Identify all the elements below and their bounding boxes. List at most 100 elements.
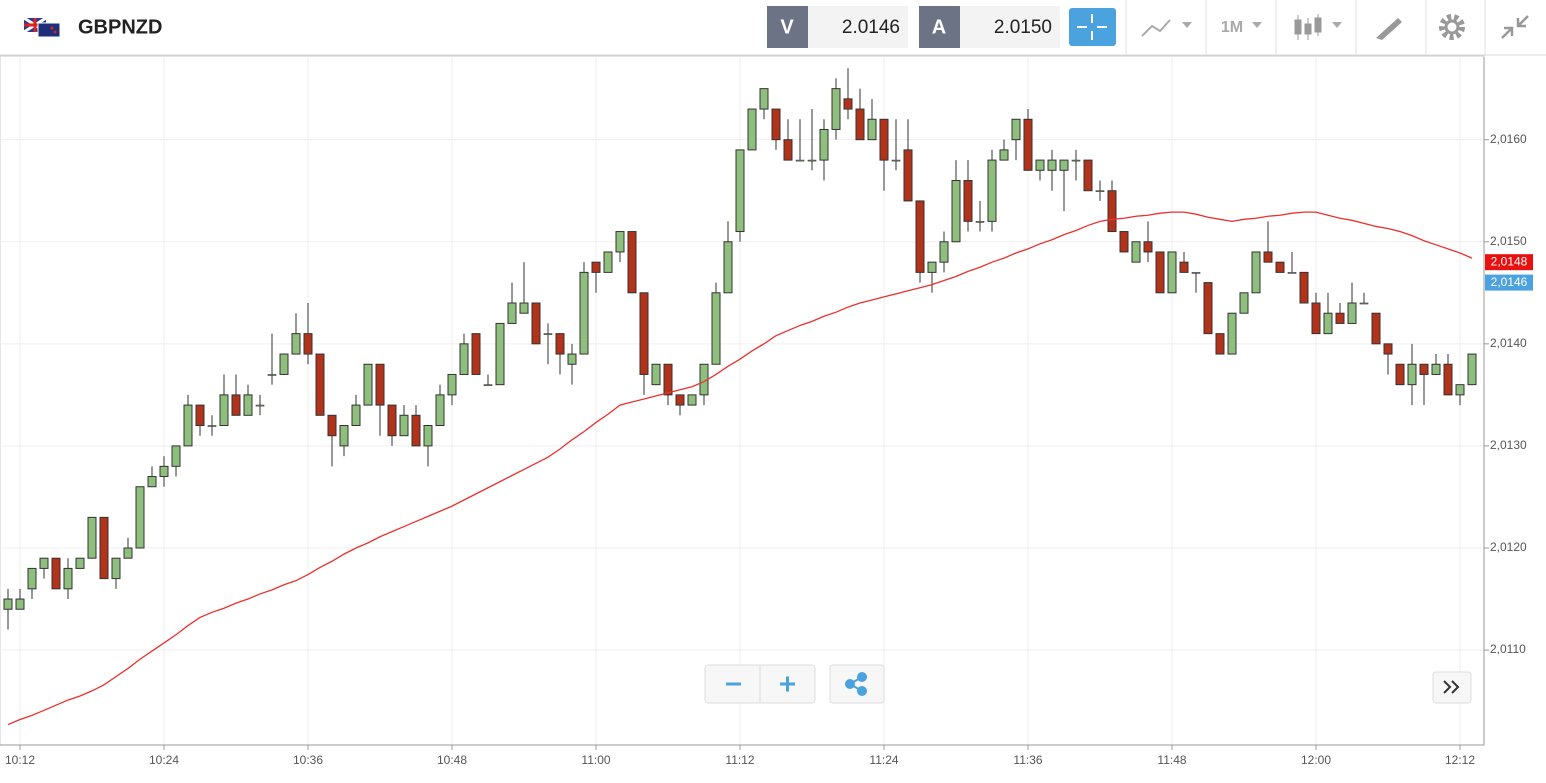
- settings-icon-inner: [1444, 19, 1460, 35]
- crosshair-icon: [1077, 14, 1107, 40]
- y-tick-label: 2,0140: [1490, 336, 1527, 350]
- candle-body: [135, 486, 145, 549]
- candle-body: [1215, 333, 1225, 355]
- candle-body: [759, 88, 769, 110]
- crosshair-button[interactable]: [1069, 8, 1116, 46]
- candle-body: [831, 88, 841, 130]
- candle-body: [531, 302, 541, 345]
- candle-body: [387, 404, 397, 437]
- flag-nz-star: [53, 30, 57, 34]
- candle-body: [459, 343, 469, 375]
- candle-body: [567, 353, 577, 365]
- candle-body: [519, 302, 529, 314]
- candle-body: [891, 159, 901, 162]
- candle-body: [375, 363, 385, 406]
- share-box: [829, 664, 885, 704]
- dropdown-arrow: [1252, 22, 1262, 28]
- candle-body: [579, 271, 589, 355]
- share-icon[interactable]: [845, 672, 867, 696]
- collapse-icon[interactable]: [1501, 15, 1529, 39]
- candle-body: [855, 108, 865, 141]
- candle-body: [231, 394, 241, 416]
- candle-body: [303, 333, 313, 355]
- candle-body: [1251, 251, 1261, 294]
- candle-body: [471, 333, 481, 375]
- candle-body: [507, 302, 517, 324]
- candle-body: [1311, 302, 1321, 335]
- candle-body: [171, 445, 181, 467]
- candle-body: [1167, 251, 1177, 294]
- chart-type-icon[interactable]: [1141, 19, 1171, 37]
- candle-body: [183, 404, 193, 447]
- candle-body: [711, 292, 721, 365]
- dropdown-arrow: [1182, 22, 1192, 28]
- x-tick-label: 12:12: [1445, 753, 1475, 767]
- candle-body: [591, 261, 601, 273]
- y-tick-label: 2,0120: [1490, 540, 1527, 554]
- candles-icon[interactable]: [1294, 14, 1322, 40]
- candle-body: [1155, 251, 1165, 294]
- candle-body: [111, 557, 121, 580]
- candle-body: [87, 516, 97, 559]
- price-tag: [1485, 254, 1533, 271]
- candle-body: [783, 139, 793, 161]
- flag-nz-star: [50, 26, 54, 30]
- symbol: GBPNZD: [78, 16, 162, 38]
- dropdown-arrow: [1332, 22, 1342, 28]
- candle-body: [423, 424, 433, 447]
- interval[interactable]: 1M: [1221, 19, 1243, 36]
- candle-body: [1287, 272, 1297, 274]
- candle-body: [555, 333, 565, 355]
- toolbar: GBPNZD V 2.0146 A 2.0150 1M: [0, 0, 1546, 56]
- candle-body: [435, 394, 445, 426]
- candle-body: [1239, 292, 1249, 314]
- candle-body: [1227, 312, 1237, 355]
- price-tag-label: 2,0148: [1491, 254, 1528, 268]
- candle-body: [1191, 272, 1201, 274]
- candle-body: [651, 363, 661, 386]
- y-tick-label: 2,0130: [1490, 438, 1527, 452]
- candle-body: [1059, 159, 1069, 171]
- price-tag-label: 2,0146: [1491, 275, 1528, 289]
- candle-body: [1179, 261, 1189, 273]
- candle-body: [723, 241, 733, 294]
- candle-body: [195, 404, 205, 426]
- zoom-in[interactable]: [780, 676, 795, 692]
- candle-body: [63, 567, 73, 590]
- candle-body: [1443, 363, 1453, 396]
- candle-body: [339, 424, 349, 447]
- settings-icon[interactable]: [1439, 14, 1465, 40]
- ask-button[interactable]: [919, 6, 960, 48]
- candle-body: [1323, 312, 1333, 335]
- candle-body: [1275, 261, 1285, 273]
- ask-value: 2.0150: [994, 17, 1052, 38]
- candle-body: [1359, 302, 1369, 305]
- y-tick-label: 2,0110: [1490, 642, 1526, 656]
- scroll-end-box: [1432, 671, 1472, 704]
- x-tick-label: 11:24: [869, 753, 898, 767]
- candle-body: [255, 404, 265, 407]
- candle-body: [747, 108, 757, 151]
- x-tick-label: 10:12: [5, 753, 35, 767]
- bid-box: [808, 6, 908, 48]
- candle-body: [603, 251, 613, 273]
- candle-body: [951, 180, 961, 243]
- ask-box: [960, 6, 1060, 48]
- candle-body: [75, 557, 85, 569]
- candle-body: [1407, 363, 1417, 386]
- candle-body: [267, 374, 277, 376]
- candle-body: [987, 159, 997, 222]
- bid-value: 2.0146: [842, 17, 900, 38]
- candle-body: [963, 180, 973, 222]
- candle-body: [15, 598, 25, 610]
- bid-button[interactable]: [767, 6, 808, 48]
- scroll-end-icon[interactable]: [1443, 680, 1460, 694]
- draw-icon[interactable]: [1376, 18, 1402, 40]
- candle-body: [999, 149, 1009, 161]
- candle-body: [1383, 343, 1393, 355]
- candle-body: [1131, 241, 1141, 263]
- candle-body: [291, 333, 301, 355]
- ask-label: A: [932, 16, 946, 38]
- x-tick-label: 11:00: [581, 753, 610, 767]
